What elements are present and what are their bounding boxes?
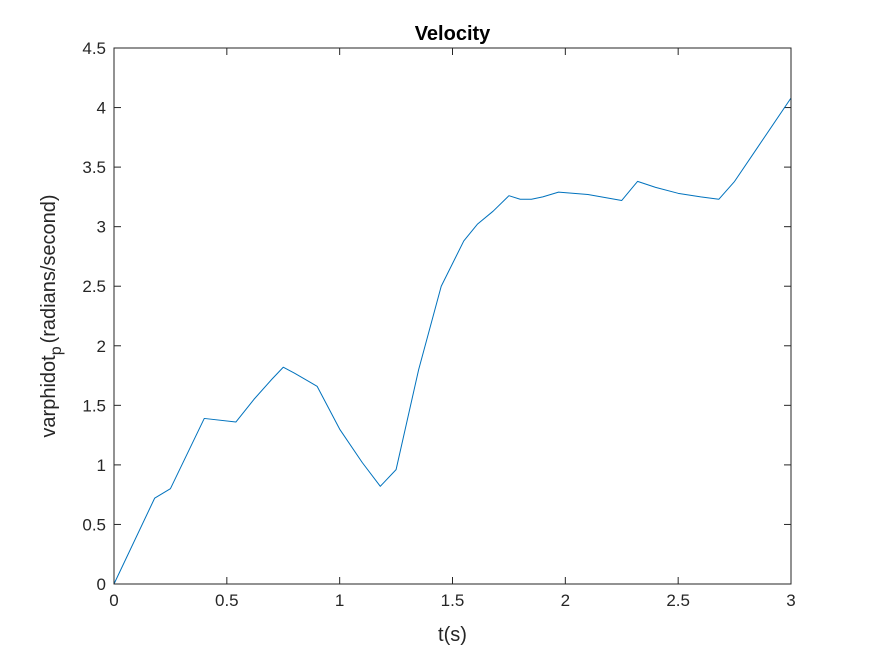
x-axis-ticks: 0 0.5 1 1.5 2 2.5 3 (109, 48, 796, 610)
y-tick-label: 4 (97, 99, 106, 118)
y-tick-label: 4.5 (82, 39, 106, 58)
plot-background (114, 48, 791, 584)
y-axis-label: varphidotp (radians/second) (38, 194, 65, 437)
y-axis-label-subscript: p (48, 346, 65, 355)
series-group (113, 97, 792, 585)
series-line (113, 97, 792, 585)
x-tick-label: 2.5 (666, 591, 690, 610)
x-tick-label: 3 (786, 591, 795, 610)
plot-frame (113, 47, 792, 585)
chart-title: Velocity (415, 23, 491, 45)
y-tick-label: 1 (97, 456, 106, 475)
x-tick-label: 2 (561, 591, 570, 610)
x-tick-label: 0 (109, 591, 118, 610)
y-axis-label-rest: (radians/second) (38, 194, 60, 343)
x-tick-label: 0.5 (215, 591, 239, 610)
y-tick-label: 1.5 (82, 396, 106, 415)
y-tick-label: 2.5 (82, 277, 106, 296)
y-tick-label: 0 (97, 575, 106, 594)
y-tick-label: 3.5 (82, 158, 106, 177)
x-tick-label: 1 (335, 591, 344, 610)
x-tick-label: 1.5 (441, 591, 465, 610)
y-tick-label: 2 (97, 337, 106, 356)
y-tick-label: 0.5 (82, 515, 106, 534)
x-axis-label: t(s) (438, 624, 467, 646)
y-tick-label: 3 (97, 218, 106, 237)
y-axis-ticks: 0 0.5 1 1.5 2 2.5 3 3.5 4 4.5 (82, 39, 791, 594)
y-axis-label-main: varphidot (38, 355, 60, 438)
